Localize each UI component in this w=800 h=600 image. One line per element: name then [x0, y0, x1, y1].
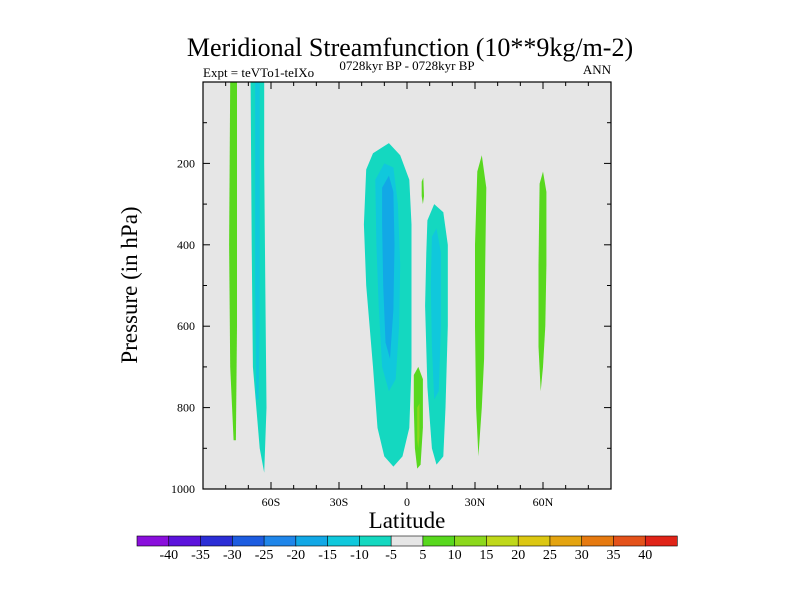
colorbar-swatch: [390, 535, 424, 547]
colorbar-swatch: [581, 535, 615, 547]
x-tick-label: 30N: [465, 495, 486, 509]
x-tick-label: 60N: [533, 495, 554, 509]
contour-equator-left-core: [382, 175, 395, 359]
colorbar-swatch: [613, 535, 646, 547]
colorbar-label: -5: [385, 548, 397, 563]
contour-60N-green-cell: [538, 171, 547, 392]
colorbar-swatch: [200, 535, 233, 547]
colorbar-swatch: [263, 535, 297, 547]
season-label: ANN: [583, 62, 612, 77]
y-tick-label: 800: [177, 401, 195, 415]
colorbar-swatch: [486, 535, 519, 547]
x-tick-label: 60S: [262, 495, 281, 509]
contour-60S-green-cell: [229, 82, 237, 441]
colorbar-swatch: [644, 535, 678, 547]
x-tick-label: 0: [404, 495, 410, 509]
colorbar-label: -40: [159, 548, 178, 563]
y-tick-label: 200: [177, 156, 195, 170]
colorbar-swatch: [231, 535, 265, 547]
colorbar: -40 -35 -30 -25 -20 -15 -10 -5 5 10 15 20 25 30 35 40: [136, 535, 678, 563]
plot-axes: 60S 30S 0 30N 60N 200 400 600 800 1000: [171, 81, 612, 509]
colorbar-swatch: [359, 535, 392, 547]
y-axis-label: Pressure (in hPa): [117, 206, 142, 363]
x-axis-label: Latitude: [369, 508, 446, 533]
colorbar-swatch: [168, 535, 202, 547]
contour-equator-yellow-core: [417, 403, 420, 449]
colorbar-label: 40: [638, 548, 652, 563]
colorbar-label: -10: [350, 548, 369, 563]
colorbar-swatch: [422, 535, 456, 547]
colorbar-label: 35: [607, 548, 621, 563]
y-tick-label: 400: [177, 238, 195, 252]
colorbar-swatch: [136, 535, 170, 547]
colorbar-swatch: [549, 535, 583, 547]
colorbar-label: 30: [575, 548, 589, 563]
colorbar-label: -35: [191, 548, 210, 563]
experiment-label: Expt = teVTo1-teIXo: [203, 65, 314, 80]
colorbar-swatch: [454, 535, 488, 547]
contour-equator-small-green: [421, 177, 424, 205]
x-tick-label: 30S: [330, 495, 349, 509]
contour-equator-right-core: [430, 228, 441, 400]
period-label: 0728kyr BP - 0728kyr BP: [339, 58, 474, 73]
contour-regions: [229, 82, 547, 473]
colorbar-label: 15: [479, 548, 493, 563]
colorbar-label: 5: [419, 548, 426, 563]
colorbar-label: 10: [448, 548, 462, 563]
y-tick-label: 1000: [171, 482, 195, 496]
contour-60S-blue-core: [255, 82, 260, 400]
colorbar-label: 25: [543, 548, 557, 563]
y-tick-label: 600: [177, 319, 195, 333]
colorbar-swatch: [327, 535, 360, 547]
colorbar-label: -20: [286, 548, 305, 563]
colorbar-swatch: [517, 535, 551, 547]
colorbar-label: 20: [511, 548, 525, 563]
colorbar-label: -30: [223, 548, 242, 563]
chart-title: Meridional Streamfunction (10**9kg/m-2): [187, 33, 633, 62]
contour-30N-green-cell: [475, 155, 487, 457]
colorbar-swatch: [295, 535, 329, 547]
colorbar-label: -25: [255, 548, 274, 563]
colorbar-label: -15: [318, 548, 337, 563]
